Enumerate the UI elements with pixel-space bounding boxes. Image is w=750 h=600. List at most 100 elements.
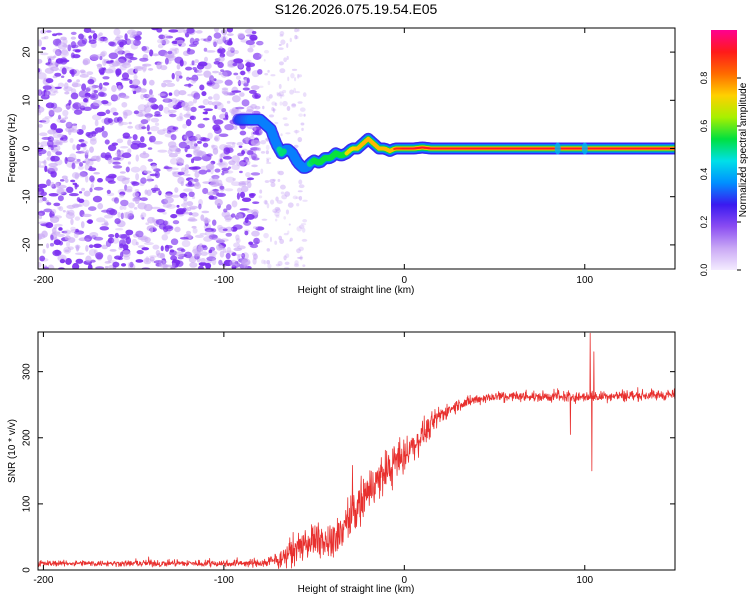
noise-blob [73,230,79,239]
noise-blob [49,215,60,224]
noise-blob [146,189,152,197]
noise-blob [41,46,46,50]
noise-blob [130,166,141,173]
noise-blob [169,265,176,269]
noise-blob [179,237,189,240]
noise-blob [294,28,299,33]
noise-blob [105,109,111,115]
noise-blob [53,215,62,219]
noise-blob [175,28,185,34]
noise-blob [112,237,120,244]
noise-blob [125,189,133,193]
noise-blob [100,152,107,159]
noise-blob [254,105,261,110]
noise-blob [183,29,187,34]
noise-blob [163,54,174,58]
noise-blob [140,197,148,202]
noise-blob [38,106,45,113]
noise-blob [251,164,258,168]
noise-blob [169,113,177,118]
noise-blob [273,210,278,213]
noise-blob [147,158,154,162]
noise-blob [175,251,184,258]
noise-blob [75,258,84,264]
noise-blob [97,91,105,97]
noise-blob [70,179,76,183]
noise-blob [72,262,80,269]
noise-blob [87,78,95,85]
noise-blob [168,29,179,33]
noise-blob [53,55,57,59]
noise-blob [187,101,194,107]
noise-blob [299,255,303,261]
noise-blob [121,72,130,80]
noise-blob [153,114,163,117]
noise-blob [121,62,131,69]
noise-blob [284,191,291,197]
noise-blob [301,127,304,131]
noise-blob [198,105,206,109]
noise-blob [189,205,199,209]
noise-blob [208,100,213,106]
noise-blob [115,228,124,231]
noise-blob [188,216,196,221]
noise-blob [235,75,241,80]
noise-blob [263,232,269,239]
noise-blob [217,56,225,62]
noise-blob [245,172,251,178]
noise-blob [261,259,265,264]
noise-blob [38,183,48,189]
noise-blob [198,265,204,269]
noise-blob [278,61,284,66]
noise-blob [44,91,49,98]
noise-blob [95,252,104,260]
noise-blob [278,91,284,97]
noise-blob [54,72,62,77]
noise-blob [160,65,168,71]
noise-blob [176,39,184,45]
noise-blob [301,227,306,233]
noise-blob [153,260,164,264]
noise-blob [296,226,303,232]
noise-blob [68,99,72,106]
noise-blob [38,89,42,96]
noise-blob [225,232,232,237]
noise-blob [185,66,193,71]
noise-blob [183,135,189,140]
noise-blob [272,108,275,113]
noise-blob [286,55,289,61]
noise-blob [264,200,268,205]
noise-blob [265,150,269,155]
noise-blob [196,150,207,157]
noise-blob [193,92,201,100]
noise-blob [200,251,208,256]
noise-blob [222,228,228,232]
noise-blob [266,248,270,252]
noise-blob [221,87,229,91]
noise-blob [50,123,57,131]
noise-blob [231,200,238,208]
noise-blob [178,141,188,149]
noise-blob [170,134,177,141]
noise-blob [183,113,192,118]
noise-blob [240,185,249,193]
noise-blob [185,153,193,158]
noise-blob [155,249,161,256]
noise-blob [274,102,278,107]
noise-blob [85,87,91,92]
noise-blob [169,47,179,51]
noise-blob [170,49,178,55]
noise-blob [207,96,213,100]
noise-blob [82,59,89,66]
noise-blob [189,37,195,45]
noise-blob [91,85,100,89]
noise-blob [83,106,92,111]
noise-blob [77,165,84,170]
noise-blob [174,226,181,233]
noise-blob [213,93,220,101]
noise-blob [178,90,187,96]
noise-blob [239,191,246,199]
noise-blob [72,160,82,164]
noise-blob [43,35,49,40]
noise-blob [259,189,263,194]
